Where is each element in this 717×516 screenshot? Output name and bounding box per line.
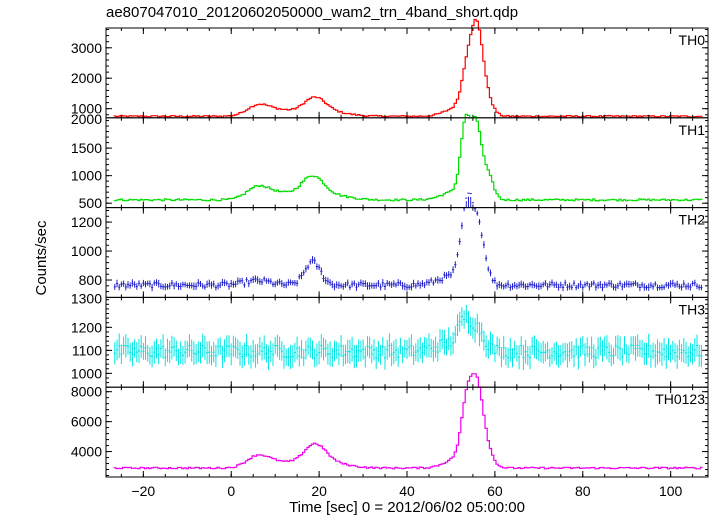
y-tick-label: 8000 xyxy=(71,384,102,400)
y-tick-label: 1200 xyxy=(71,319,102,335)
y-tick-label: 800 xyxy=(79,272,103,288)
panel-th0123: 4000 6000 8000 TH0123 xyxy=(71,373,709,478)
x-tick-label: 20 xyxy=(311,483,327,499)
x-tick-label: 40 xyxy=(399,483,415,499)
panel-th1: 500 1000 1500 2000 TH1 xyxy=(71,111,709,211)
y-tick-label: 1000 xyxy=(71,365,102,381)
panel-frame xyxy=(105,386,709,478)
panel-label: TH2 xyxy=(679,212,706,228)
y-tick-label: 6000 xyxy=(71,414,102,430)
series-th0 xyxy=(113,18,703,118)
series-th2-bins xyxy=(113,192,703,292)
series-th2 xyxy=(113,192,703,292)
panel-th3: 1000 1100 1200 1300 TH3 xyxy=(71,290,709,388)
y-tick-label: 1000 xyxy=(71,243,102,259)
y-top-label: 1300 xyxy=(71,290,102,306)
x-tick-label: 100 xyxy=(659,483,683,499)
y-tick-label: 500 xyxy=(79,195,103,211)
chart-title: ae807047010_20120602050000_wam2_trn_4ban… xyxy=(106,4,518,21)
panel-th2: 800 1000 1200 TH2 xyxy=(71,192,709,298)
series-th3-bins xyxy=(113,304,703,370)
y-tick-label: 3000 xyxy=(71,40,102,56)
panel-label: TH0 xyxy=(679,32,706,48)
x-tick-label: −20 xyxy=(131,483,155,499)
y-top-label: 2000 xyxy=(71,111,102,127)
y-tick-label: 4000 xyxy=(71,444,102,460)
series-th0123 xyxy=(113,373,703,470)
panel-label: TH1 xyxy=(679,122,706,138)
series-th1 xyxy=(113,113,703,202)
x-tick-label: 60 xyxy=(487,483,503,499)
panel-th0: 1000 2000 3000 TH0 xyxy=(71,18,709,119)
x-tick-label: 0 xyxy=(227,483,235,499)
y-axis-label: Counts/sec xyxy=(33,220,50,296)
panel-label: TH0123 xyxy=(655,391,705,407)
panel-label: TH3 xyxy=(679,301,706,317)
y-tick-label: 1000 xyxy=(71,101,102,117)
panel-frame xyxy=(105,117,709,209)
y-tick-label: 1100 xyxy=(72,342,102,358)
series-th3 xyxy=(113,304,703,370)
y-tick-label: 1500 xyxy=(71,140,102,156)
y-tick-label: 1200 xyxy=(71,214,102,230)
y-tick-label: 2000 xyxy=(71,70,102,86)
y-tick-label: 1000 xyxy=(71,168,102,184)
panel-frame xyxy=(105,27,709,119)
x-axis-label: Time [sec] 0 = 2012/06/02 05:00:00 xyxy=(289,499,525,516)
x-tick-label: 80 xyxy=(575,483,591,499)
